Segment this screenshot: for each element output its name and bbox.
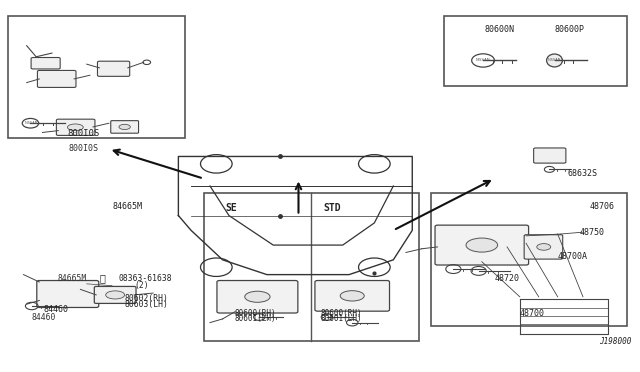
Text: 48700: 48700	[520, 309, 545, 318]
Text: NISSAN: NISSAN	[24, 121, 38, 125]
Text: 80600(RH): 80600(RH)	[234, 309, 276, 318]
Ellipse shape	[466, 238, 498, 252]
Text: NISSAN: NISSAN	[476, 58, 490, 62]
Text: 80600(RH): 80600(RH)	[321, 309, 362, 318]
Text: 48706: 48706	[589, 202, 614, 211]
Text: 80600P: 80600P	[554, 25, 584, 33]
Ellipse shape	[547, 54, 563, 67]
FancyBboxPatch shape	[534, 148, 566, 163]
FancyBboxPatch shape	[37, 70, 76, 87]
Text: 68632S: 68632S	[567, 169, 597, 177]
FancyBboxPatch shape	[31, 58, 60, 69]
FancyBboxPatch shape	[56, 119, 95, 135]
Ellipse shape	[244, 291, 270, 302]
Text: J198000: J198000	[599, 337, 631, 346]
FancyBboxPatch shape	[97, 61, 130, 76]
Text: 80601(LH): 80601(LH)	[321, 314, 362, 323]
Text: 84460: 84460	[31, 313, 56, 323]
Text: 80603(LH): 80603(LH)	[125, 300, 168, 309]
Text: 80602(RH): 80602(RH)	[125, 294, 168, 303]
Text: NISSAN: NISSAN	[548, 58, 561, 62]
Text: 84665M: 84665M	[112, 202, 142, 211]
Text: 48720: 48720	[495, 274, 520, 283]
FancyBboxPatch shape	[36, 280, 99, 308]
Text: 800I0S: 800I0S	[67, 129, 100, 138]
Text: 800I0S: 800I0S	[68, 144, 99, 153]
FancyBboxPatch shape	[217, 280, 298, 313]
Text: 84460: 84460	[44, 305, 68, 314]
FancyBboxPatch shape	[111, 121, 139, 133]
Ellipse shape	[67, 124, 83, 131]
Ellipse shape	[119, 124, 131, 129]
FancyBboxPatch shape	[315, 280, 390, 311]
Text: SE: SE	[226, 203, 237, 213]
Ellipse shape	[106, 291, 125, 299]
Text: 48700A: 48700A	[557, 251, 588, 261]
FancyBboxPatch shape	[94, 286, 136, 304]
FancyBboxPatch shape	[435, 225, 529, 265]
Text: Ⓑ: Ⓑ	[99, 273, 105, 283]
Ellipse shape	[340, 291, 364, 301]
FancyBboxPatch shape	[524, 235, 563, 259]
Text: STD: STD	[324, 203, 341, 213]
Text: 84665M: 84665M	[58, 274, 87, 283]
Text: 08363-61638: 08363-61638	[118, 274, 172, 283]
Ellipse shape	[537, 244, 550, 250]
Text: 80601(LH): 80601(LH)	[234, 314, 276, 323]
Text: 80600N: 80600N	[485, 25, 515, 33]
Text: 48750: 48750	[580, 228, 605, 237]
Text: (2): (2)	[134, 281, 148, 290]
